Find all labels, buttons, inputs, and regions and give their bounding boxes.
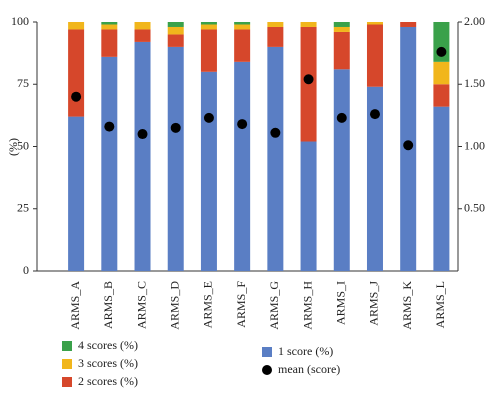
- mean-dot: [270, 127, 281, 138]
- bar-segment: [101, 22, 118, 25]
- bar-segment: [200, 71, 217, 271]
- x-tick-label: ARMS_G: [267, 281, 281, 330]
- y-tick-label: 100: [11, 14, 29, 28]
- x-tick-label: ARMS_F: [234, 281, 248, 328]
- y-tick-label: 50: [17, 138, 29, 152]
- bar-segment: [300, 141, 317, 271]
- bar-segment: [68, 29, 85, 117]
- mean-dot: [403, 140, 414, 151]
- y-tick-label: 0: [23, 263, 29, 277]
- x-tick-label: ARMS_H: [300, 281, 314, 330]
- legend-label: 1 score (%): [278, 344, 333, 358]
- mean-dot: [237, 119, 248, 130]
- y-tick-label: 25: [17, 201, 29, 215]
- legend-label: 3 scores (%): [78, 356, 138, 370]
- bar-segment: [234, 61, 251, 272]
- bar-segment: [366, 22, 383, 25]
- mean-dot: [336, 112, 347, 123]
- legend-swatch: [62, 377, 72, 387]
- y2-tick-label: 1.00: [464, 138, 485, 152]
- x-tick-label: ARMS_E: [201, 281, 215, 328]
- bar-segment: [234, 29, 251, 62]
- bar-segment: [134, 41, 151, 271]
- y2-tick-label: 1.50: [464, 76, 485, 90]
- bar-segment: [200, 29, 217, 72]
- y2-tick-label: 0.50: [464, 201, 485, 215]
- legend-swatch: [262, 347, 272, 357]
- bar-segment: [333, 69, 350, 271]
- mean-dot: [436, 46, 447, 57]
- bar-segment: [134, 29, 151, 42]
- bar-segment: [267, 46, 284, 272]
- mean-dot: [203, 112, 214, 123]
- bar-segment: [366, 24, 383, 87]
- mean-dot: [71, 91, 82, 102]
- x-tick-label: ARMS_D: [167, 281, 181, 330]
- legend-marker: [262, 365, 272, 375]
- mean-dot: [104, 121, 115, 132]
- legend-label: mean (score): [278, 362, 340, 376]
- bar-segment: [333, 22, 350, 27]
- bar-segment: [400, 22, 417, 27]
- legend-label: 4 scores (%): [78, 338, 138, 352]
- bar-segment: [366, 86, 383, 272]
- bar-segment: [333, 31, 350, 70]
- legend-swatch: [62, 359, 72, 369]
- x-tick-label: ARMS_A: [68, 281, 82, 330]
- bar-segment: [234, 22, 251, 25]
- x-tick-label: ARMS_C: [134, 281, 148, 329]
- x-tick-label: ARMS_J: [367, 281, 381, 326]
- bar-segment: [68, 22, 85, 30]
- bar-segment: [300, 22, 317, 27]
- bar-segment: [101, 24, 118, 30]
- bar-segment: [101, 56, 118, 271]
- y2-tick-label: 2.00: [464, 14, 485, 28]
- bar-segment: [433, 106, 450, 271]
- bar-segment: [433, 84, 450, 107]
- bar-segment: [267, 22, 284, 27]
- bar-segment: [167, 34, 184, 47]
- bar-segment: [267, 26, 284, 47]
- bar-segment: [167, 22, 184, 27]
- legend-label: 2 scores (%): [78, 374, 138, 388]
- x-tick-label: ARMS_L: [433, 281, 447, 328]
- bar-segment: [167, 26, 184, 35]
- bar-segment: [433, 61, 450, 85]
- bar-segment: [234, 24, 251, 30]
- bar-segment: [333, 26, 350, 32]
- bar-segment: [167, 46, 184, 272]
- x-tick-label: ARMS_K: [400, 281, 414, 330]
- x-tick-label: ARMS_I: [334, 281, 348, 325]
- bar-segment: [200, 24, 217, 30]
- mean-dot: [170, 122, 181, 133]
- bar-segment: [101, 29, 118, 57]
- legend-swatch: [62, 341, 72, 351]
- bar-segment: [200, 22, 217, 25]
- y-axis-label: (%): [6, 138, 20, 156]
- bar-segment: [68, 116, 85, 272]
- y-tick-label: 75: [17, 76, 29, 90]
- mean-dot: [303, 74, 314, 85]
- bar-segment: [134, 22, 151, 30]
- x-tick-label: ARMS_B: [101, 281, 115, 329]
- mean-dot: [369, 109, 380, 120]
- mean-dot: [137, 129, 148, 140]
